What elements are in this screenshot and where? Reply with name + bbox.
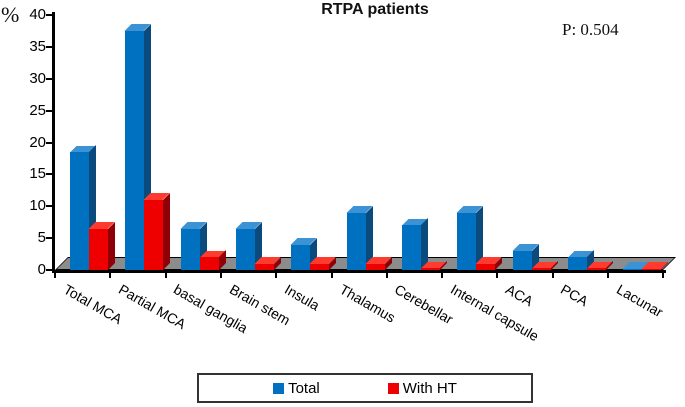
bar-total-lacunar: [623, 268, 643, 270]
y-axis-tick-label: 5: [37, 229, 46, 247]
bar-with-ht-brain-stem: [255, 263, 275, 270]
x-category-label-aca: ACA: [503, 281, 536, 310]
bar-with-ht-internal-capsule: [476, 263, 496, 270]
bar-total-insula: [291, 244, 311, 270]
x-axis-tick: [164, 272, 167, 278]
bar-total-total-mca: [70, 152, 90, 270]
y-axis-tick-label: 25: [29, 101, 46, 119]
legend: Total With HT: [197, 373, 533, 403]
y-axis-tick-label: 0: [37, 261, 46, 278]
x-category-label-lacunar: Lacunar: [613, 281, 666, 321]
x-axis-tick: [662, 272, 665, 278]
x-category-label-total-mca: Total MCA: [60, 281, 125, 328]
legend-label-with-ht: With HT: [402, 379, 457, 397]
x-axis-tick: [551, 272, 554, 278]
y-axis-tick: [46, 173, 52, 176]
y-axis-tick-label: 40: [29, 6, 46, 23]
bar-total-basal-ganglia: [180, 228, 200, 270]
bar-total-pca: [567, 257, 587, 270]
bar-with-ht-thalamus: [365, 263, 385, 270]
bar-total-thalamus: [346, 212, 366, 270]
x-axis-tick: [385, 272, 388, 278]
x-axis-tick: [275, 272, 278, 278]
bar-with-ht-total-mca: [89, 228, 109, 270]
bar-total-cerebellar: [401, 225, 421, 270]
bar-with-ht-aca: [531, 268, 551, 270]
bar-with-ht-partial-mca: [144, 199, 164, 270]
y-axis-tick-label: 20: [29, 133, 46, 151]
bar-with-ht-total-mca-side: [108, 222, 115, 270]
x-category-label-cerebellar: Cerebellar: [392, 281, 457, 328]
y-axis-tick-label: 35: [29, 37, 46, 55]
legend-swatch-with-ht: [387, 382, 399, 394]
bar-with-ht-cerebellar: [420, 268, 440, 270]
x-axis-tick: [109, 272, 112, 278]
y-axis-tick: [46, 237, 52, 240]
x-axis-line: [52, 270, 666, 273]
x-axis-tick: [496, 272, 499, 278]
x-category-label-pca: PCA: [558, 281, 592, 310]
legend-label-total: Total: [288, 379, 320, 397]
x-category-label-thalamus: Thalamus: [337, 281, 399, 326]
y-axis-tick-label: 10: [29, 197, 46, 215]
y-axis-unit-label: %: [1, 2, 20, 27]
bar-with-ht-lacunar: [642, 268, 662, 270]
bar-total-partial-mca: [125, 30, 145, 270]
legend-swatch-total: [273, 382, 285, 394]
x-axis-tick: [441, 272, 444, 278]
bar-total-internal-capsule: [457, 212, 477, 270]
y-axis-tick-label: 15: [29, 165, 46, 183]
bar-total-brain-stem: [236, 228, 256, 270]
x-axis-tick: [330, 272, 333, 278]
x-axis-tick: [219, 272, 222, 278]
y-axis-tick: [46, 14, 52, 16]
p-value-annotation: P: 0.504: [562, 20, 619, 39]
y-axis-tick: [46, 109, 52, 112]
y-axis-tick: [46, 141, 52, 144]
x-axis-tick: [607, 272, 609, 278]
bar-with-ht-insula: [310, 263, 330, 270]
bar-with-ht-pca: [586, 268, 606, 270]
chart-title: RTPA patients: [321, 1, 429, 18]
bar-total-aca: [512, 250, 532, 270]
y-axis-line: [52, 12, 55, 273]
bar-with-ht-basal-ganglia: [199, 257, 219, 270]
x-category-label-insula: Insula: [281, 281, 323, 314]
legend-item-total: Total: [273, 380, 320, 397]
legend-item-with-ht: With HT: [387, 379, 457, 397]
y-axis-tick: [46, 269, 52, 271]
x-axis-tick: [54, 272, 56, 278]
bar-with-ht-partial-mca-side: [163, 193, 170, 270]
y-axis-tick: [46, 77, 52, 80]
y-axis-tick: [46, 45, 52, 48]
y-axis-tick: [46, 205, 52, 208]
y-axis-tick-label: 30: [29, 69, 46, 87]
